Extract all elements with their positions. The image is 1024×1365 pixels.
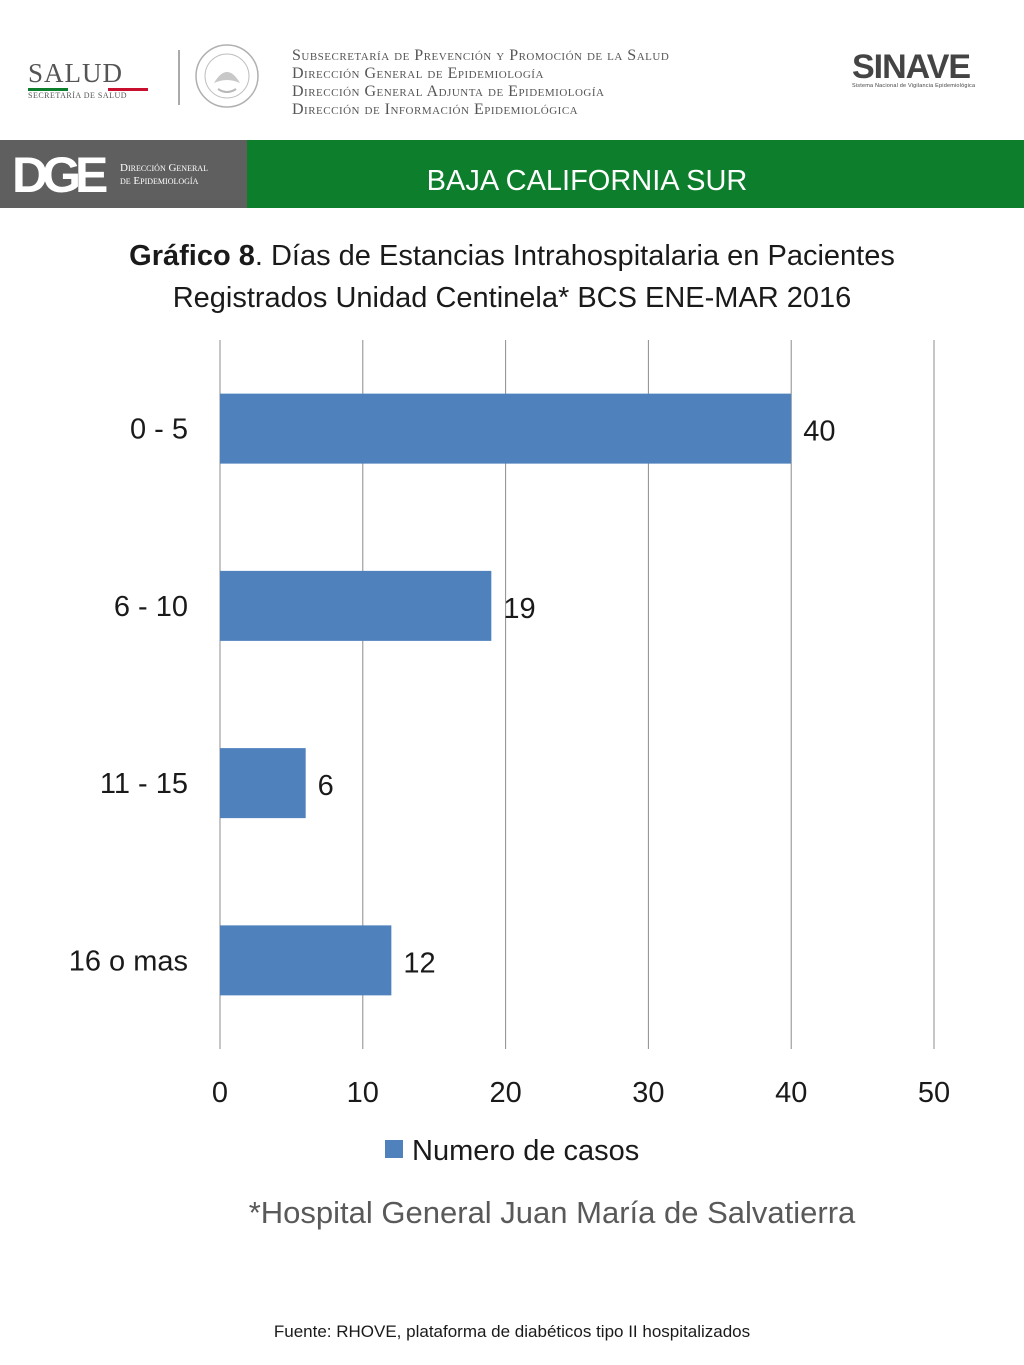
- dge-line-1: Dirección General: [120, 162, 208, 174]
- bar: [220, 393, 792, 464]
- bar: [220, 925, 392, 996]
- state-name: BAJA CALIFORNIA SUR: [426, 165, 748, 197]
- x-tick-label: 0: [212, 1077, 228, 1109]
- category-label: 16 o mas: [69, 945, 188, 977]
- salud-logo-subtitle: SECRETARÍA DE SALUD: [28, 91, 128, 100]
- data-label: 40: [803, 416, 835, 448]
- x-tick-label: 20: [489, 1077, 521, 1109]
- sinave-logo-word: SINAVE: [852, 48, 971, 86]
- x-tick-label: 30: [632, 1077, 664, 1109]
- chart-title-line-2: Registrados Unidad Centinela* BCS ENE-MA…: [172, 282, 852, 314]
- bar: [220, 748, 306, 819]
- chart-title-rest: . Días de Estancias Intrahospitalaria en…: [254, 240, 895, 272]
- category-label: 11 - 15: [100, 768, 188, 800]
- category-label: 0 - 5: [130, 414, 188, 446]
- data-label: 6: [318, 770, 334, 802]
- footnote: *Hospital General Juan María de Salvatie…: [248, 1195, 856, 1230]
- dge-band: DGE Dirección General de Epidemiología B…: [0, 140, 1024, 208]
- subsecretaria-line: Dirección General Adjunta de Epidemiolog…: [292, 83, 605, 100]
- x-tick-label: 50: [918, 1077, 950, 1109]
- bar-chart: 0 10 20 30 40 50 0 - 5 40 6 - 10 19 11 - 15 6 16 o m…: [69, 340, 950, 1167]
- subsecretaria-lines: Subsecretaría de Prevención y Promoción …: [292, 47, 669, 119]
- state-panel: [247, 140, 1024, 208]
- legend-label: Numero de casos: [412, 1135, 639, 1167]
- header: SALUD SECRETARÍA DE SALUD Subsecretaría …: [0, 0, 1024, 140]
- subsecretaria-line: Dirección de Información Epidemiológica: [292, 101, 579, 118]
- category-label: 6 - 10: [114, 591, 188, 623]
- chart-title-line-1: Gráfico 8. Días de Estancias Intrahospit…: [0, 235, 1024, 277]
- salud-logo-stripe: [28, 88, 148, 91]
- data-label: 19: [503, 593, 535, 625]
- subsecretaria-line: Dirección General de Epidemiología: [292, 65, 544, 82]
- salud-logo-word: SALUD: [28, 58, 124, 88]
- data-label: 12: [403, 947, 435, 979]
- sinave-logo: SINAVE Sistema Nacional de Vigilancia Ep…: [852, 48, 975, 89]
- legend-swatch: [385, 1140, 403, 1158]
- bar: [220, 570, 492, 641]
- chart-title-bold: Gráfico 8: [129, 240, 255, 272]
- source-note: Fuente: RHOVE, plataforma de diabéticos …: [273, 1322, 751, 1341]
- x-tick-label: 40: [775, 1077, 807, 1109]
- subsecretaria-line: Subsecretaría de Prevención y Promoción …: [292, 47, 670, 64]
- dge-logo-panel: DGE Dirección General de Epidemiología: [0, 140, 247, 208]
- dge-line-2: de Epidemiología: [120, 175, 199, 187]
- header-divider: [178, 50, 180, 105]
- sinave-logo-subtitle: Sistema Nacional de Vigilancia Epidemiol…: [852, 83, 976, 89]
- chart-title: Gráfico 8. Días de Estancias Intrahospit…: [0, 235, 1024, 319]
- dge-logo-text: Dirección General de Epidemiología: [120, 162, 208, 188]
- mexico-seal-icon: [194, 43, 260, 114]
- x-tick-label: 10: [347, 1077, 379, 1109]
- salud-logo: SALUD SECRETARÍA DE SALUD: [28, 58, 148, 100]
- dge-logo: DGE: [12, 147, 108, 203]
